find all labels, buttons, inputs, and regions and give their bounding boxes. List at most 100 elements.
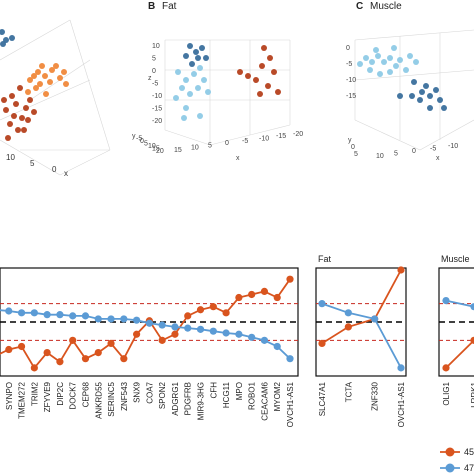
pa-point-orange_light-7	[25, 89, 31, 95]
main-point-orange-16	[196, 306, 205, 314]
pc-z-tick-1: -5	[346, 61, 352, 68]
pc-point-light_blue-5	[387, 55, 393, 61]
pb-x-tick-7: -20	[293, 131, 303, 138]
muscle-point-blue-0	[442, 296, 450, 305]
main-point-orange-7	[81, 355, 90, 363]
main-point-blue-23	[286, 355, 294, 363]
pb-point-dark_red-0	[261, 45, 267, 51]
main-point-orange-3	[30, 364, 38, 372]
main-point-blue-16	[196, 325, 205, 333]
pa-tick-0: 0	[52, 165, 57, 174]
pa-point-dark_red-1	[7, 121, 13, 127]
main-point-blue-3	[30, 309, 38, 317]
pb-x-tick-6: -15	[276, 133, 286, 140]
pa-point-orange_light-6	[33, 85, 39, 91]
main-xtick-label-20: ROBO1	[248, 381, 257, 410]
pa-tick-5: 5	[30, 159, 35, 168]
pb-point-dark_red-9	[237, 69, 243, 75]
main-point-blue-6	[69, 312, 77, 320]
main-point-orange-5	[56, 358, 64, 366]
pb-y-tick-1: -5	[136, 136, 142, 143]
main-point-orange-15	[184, 312, 192, 320]
main-point-orange-4	[43, 348, 51, 357]
pb-x-tick-5: -10	[259, 136, 269, 143]
pa-point-orange_light-8	[47, 79, 53, 85]
pb-point-light_blue-6	[195, 85, 201, 91]
pa-point-dark_red-0	[3, 107, 9, 113]
pa-point-dark_red-3	[19, 115, 25, 121]
main-xtick-label-18: HCG11	[222, 381, 231, 408]
main-xtick-label-19: MPO	[235, 382, 244, 400]
main-point-orange-20	[248, 290, 256, 299]
pb-y-tick-2: 0	[140, 138, 144, 145]
pc-y-tick-1: 0	[351, 144, 355, 151]
main-point-orange-6	[69, 336, 77, 344]
pc-point-light_blue-1	[363, 55, 369, 61]
pb-point-dark_blue-1	[193, 49, 199, 55]
main-point-orange-14	[171, 330, 179, 338]
pa-point-orange_light-3	[49, 67, 55, 73]
fat-series-blue-line	[321, 302, 402, 369]
fat-point-orange-0	[318, 339, 326, 348]
pa-point-orange_light-13	[43, 91, 49, 97]
panel-a-3d-scatter: 10 5 0 x	[0, 19, 111, 178]
pa-point-orange_light-10	[61, 69, 67, 75]
main-point-blue-4	[43, 311, 51, 319]
pc-point-dark_blue-8	[397, 93, 403, 99]
muscle-line-chart: Muscle OLIG1 LRRK1	[438, 254, 474, 408]
main-xtick-label-6: DOCK7	[69, 381, 78, 409]
main-point-orange-1	[5, 345, 13, 354]
main-point-blue-9	[107, 315, 115, 323]
pc-point-dark_blue-2	[427, 93, 433, 99]
pc-z-tick-2: -10	[346, 77, 356, 84]
main-xtick-label-13: SPON2	[158, 381, 167, 409]
pb-point-light_blue-11	[197, 113, 203, 119]
pb-point-light_blue-2	[191, 71, 197, 77]
main-xtick-label-15: PDGFRB	[184, 382, 193, 415]
pb-point-dark_red-2	[259, 63, 265, 69]
main-point-orange-9	[107, 339, 115, 348]
pb-point-dark_blue-5	[203, 55, 209, 61]
pa-point-dark_red-14	[31, 109, 37, 115]
fat-xtick-label-0: SLC47A1	[318, 381, 327, 416]
pc-x-tick-2: 0	[412, 148, 416, 155]
pc-axis-x-letter: x	[436, 155, 440, 162]
pb-point-dark_red-7	[275, 89, 281, 95]
pa-point-orange_light-14	[31, 73, 37, 79]
pb-y-tick-3: 5	[144, 141, 148, 148]
pb-z-tick-4: -10	[152, 93, 162, 100]
pb-point-light_blue-7	[173, 95, 179, 101]
pc-y-tick-0: y	[348, 137, 352, 144]
pb-point-dark_red-4	[253, 77, 259, 83]
main-xtick-label-17: CFH	[209, 382, 218, 399]
pa-point-dark_red-13	[25, 117, 31, 123]
fat-xtick-label-2: ZNF330	[371, 381, 380, 410]
legend-item-47: 47	[440, 463, 474, 473]
panel-b-title: Fat	[162, 1, 177, 12]
panel-b-letter: B	[148, 1, 155, 12]
pb-z-tick-0: 10	[152, 43, 160, 50]
pb-point-dark_blue-4	[195, 55, 201, 61]
pb-x-tick-3: 0	[225, 140, 229, 147]
main-xtick-label-9: SERINC5	[107, 381, 116, 416]
pa-point-orange_light-5	[39, 63, 45, 69]
pa-point-orange_light-0	[27, 77, 33, 83]
pa-point-dark_red-11	[11, 113, 17, 119]
pc-point-light_blue-6	[393, 63, 399, 69]
main-point-blue-8	[94, 315, 102, 323]
pc-point-dark_blue-0	[411, 79, 417, 85]
pb-point-dark_blue-6	[189, 61, 195, 67]
main-point-orange-19	[235, 293, 243, 302]
pb-point-dark_red-8	[257, 91, 263, 97]
pc-point-light_blue-3	[375, 53, 381, 59]
main-point-blue-12	[145, 319, 153, 327]
main-xtick-label-12: COA7	[145, 381, 154, 403]
pb-point-light_blue-10	[205, 89, 211, 95]
muscle-series-blue-line	[445, 299, 474, 308]
pa-point-dark_red-8	[17, 85, 23, 91]
main-point-blue-2	[17, 309, 26, 317]
pb-point-dark_red-6	[265, 83, 271, 89]
pb-point-light_blue-8	[183, 105, 189, 111]
pb-point-dark_blue-0	[187, 43, 193, 49]
